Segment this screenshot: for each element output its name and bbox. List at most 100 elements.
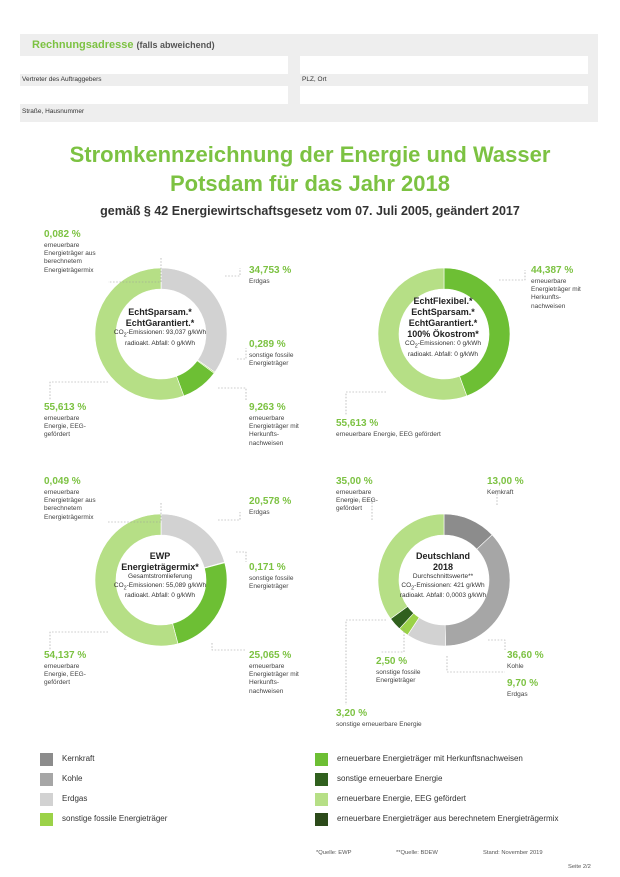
c2-eeg-pct: 55,613 % [336, 418, 379, 429]
zip-field-label: PLZ, Ort [302, 76, 327, 83]
c3-berechnet-pct: 0,049 % [44, 476, 81, 487]
chart2-center: EchtFlexibel.* EchtSparsam.* EchtGaranti… [383, 296, 503, 359]
c1-erdgas-desc: Erdgas [249, 278, 270, 285]
leader-line [446, 656, 505, 673]
c4-fossil-pct: 2,50 % [376, 656, 408, 667]
donut-chart-ewp-mix [94, 513, 228, 647]
leader-line [108, 258, 162, 283]
page-title-line2: Potsdam für das Jahr 2018 [169, 171, 450, 196]
leader-line [218, 387, 247, 400]
co2-label: CO [401, 581, 412, 589]
chart3-title-line2: Energieträgermix* [121, 562, 199, 572]
c2-hkn-desc: erneuerbare Energieträger mit Herkunfts-… [531, 278, 581, 310]
chart3-co2: CO2-Emissionen: 55,089 g/kWh [100, 582, 220, 593]
chart2-title-line3: EchtGarantiert.* [408, 318, 478, 328]
leader-line [49, 381, 108, 400]
leader-line [237, 348, 247, 360]
leader-line [211, 643, 246, 651]
chart2-title-line2: EchtSparsam.* [411, 307, 475, 317]
chart3-title-line1: EWP [149, 551, 171, 561]
c4-fossil-desc: sonstige fossile Energieträger [376, 669, 421, 685]
leader-line [225, 268, 241, 277]
c3-berechnet-desc: erneuerbare Energieträger aus berechnete… [44, 489, 96, 521]
donut-chart-oekostrom [377, 267, 511, 401]
legend-swatch [40, 753, 53, 766]
client-field-label: Vertreter des Auftraggebers [22, 76, 102, 83]
co2-value: -Emissionen: 0 g/kWh [417, 340, 481, 347]
chart4-subtitle: Durchschnittswerte** [412, 573, 474, 580]
co2-subscript: 2 [411, 584, 415, 591]
co2-subscript: 2 [123, 332, 127, 339]
legend-swatch [40, 773, 53, 786]
leader-line [345, 619, 386, 705]
legend-label: sonstige fossile Energieträger [62, 814, 168, 823]
chart2-radioactive: radioakt. Abfall: 0 g/kWh [407, 350, 479, 358]
street-field[interactable] [20, 86, 288, 104]
legend-label: sonstige erneuerbare Energie [337, 774, 443, 783]
leader-line [49, 631, 108, 650]
legend-swatch [315, 773, 328, 786]
legend-label: erneuerbare Energieträger aus berechnete… [337, 814, 559, 823]
c4-sonst-desc: sonstige erneuerbare Energie [336, 721, 422, 728]
street-field-extra[interactable] [300, 86, 588, 104]
c1-berechnet-pct: 0,082 % [44, 229, 81, 240]
c4-kern-desc: Kernkraft [487, 489, 514, 496]
co2-value: -Emissionen: 93,037 g/kWh [126, 329, 207, 336]
c4-erdgas-pct: 9,70 % [507, 678, 539, 689]
c4-kern-pct: 13,00 % [487, 476, 524, 487]
chart1-title-line1: EchtSparsam.* [128, 307, 192, 317]
c3-hkn-desc: erneuerbare Energieträger mit Herkunfts-… [249, 663, 299, 695]
c3-fossil-pct: 0,171 % [249, 562, 286, 573]
legend-label: erneuerbare Energieträger mit Herkunftsn… [337, 754, 523, 763]
legend-swatch [40, 793, 53, 806]
leader-line [236, 551, 247, 562]
chart3-subtitle: Gesamtstromlieferung [128, 573, 192, 580]
c4-erdgas-desc: Erdgas [507, 691, 528, 698]
c3-hkn-pct: 25,065 % [249, 650, 292, 661]
c3-eeg-desc: erneuerbare Energie, EEG-gefördert [44, 663, 86, 687]
billing-title: Rechnungsadresse (falls abweichend) [32, 39, 215, 51]
c1-erdgas-pct: 34,753 % [249, 265, 292, 276]
legend-swatch [315, 813, 328, 826]
c1-fossil-pct: 0,289 % [249, 339, 286, 350]
zip-field[interactable] [300, 56, 588, 74]
c1-hkn-desc: erneuerbare Energieträger mit Herkunfts-… [249, 415, 299, 447]
leader-line [218, 512, 241, 521]
c1-fossil-desc: sonstige fossile Energieträger [249, 352, 294, 368]
page-title-line1: Stromkennzeichnung der Energie und Wasse… [69, 142, 551, 167]
street-field-label: Straße, Hausnummer [22, 108, 85, 115]
c2-hkn-pct: 44,387 % [531, 265, 574, 276]
chart3-radioactive: radioakt. Abfall: 0 g/kWh [124, 592, 196, 600]
page-title: Stromkennzeichnung der Energie und Wasse… [0, 140, 620, 198]
chart3-center: EWP Energieträgermix* Gesamtstromlieferu… [100, 551, 220, 601]
chart4-title-line1: Deutschland [415, 551, 470, 561]
client-field[interactable] [20, 56, 288, 74]
legend-swatch [40, 813, 53, 826]
chart4-co2: CO2-Emissionen: 421 g/kWh [383, 582, 503, 593]
donut-slice [377, 513, 445, 620]
c4-kohle-desc: Kohle [507, 663, 524, 670]
c3-eeg-pct: 54,137 % [44, 650, 87, 661]
c3-erdgas-pct: 20,578 % [249, 496, 292, 507]
billing-address-form: Rechnungsadresse (falls abweichend) Vert… [20, 34, 598, 122]
co2-value: -Emissionen: 421 g/kWh [414, 581, 485, 589]
chart4-center: Deutschland 2018 Durchschnittswerte** CO… [383, 551, 503, 601]
c3-fossil-desc: sonstige fossile Energieträger [249, 575, 294, 591]
c1-hkn-pct: 9,263 % [249, 402, 286, 413]
co2-subscript: 2 [123, 584, 127, 591]
c2-eeg-desc: erneuerbare Energie, EEG gefördert [336, 431, 441, 438]
page-number: Seite 2/2 [568, 864, 591, 870]
legend-label: Kernkraft [62, 754, 95, 763]
c3-erdgas-desc: Erdgas [249, 509, 270, 516]
donut-chart-echtsparsam [94, 267, 228, 401]
c4-eeg-desc: erneuerbare Energie, EEG-gefördert [336, 489, 378, 513]
leader-line [346, 499, 373, 520]
footer-source-bdew: **Quelle: BDEW [396, 850, 438, 856]
c1-eeg-pct: 55,613 % [44, 402, 87, 413]
donut-slice [94, 513, 179, 647]
legend-swatch [315, 793, 328, 806]
chart4-title-line2: 2018 [432, 562, 454, 572]
co2-label: CO [113, 329, 124, 336]
donut-slice [377, 267, 468, 401]
